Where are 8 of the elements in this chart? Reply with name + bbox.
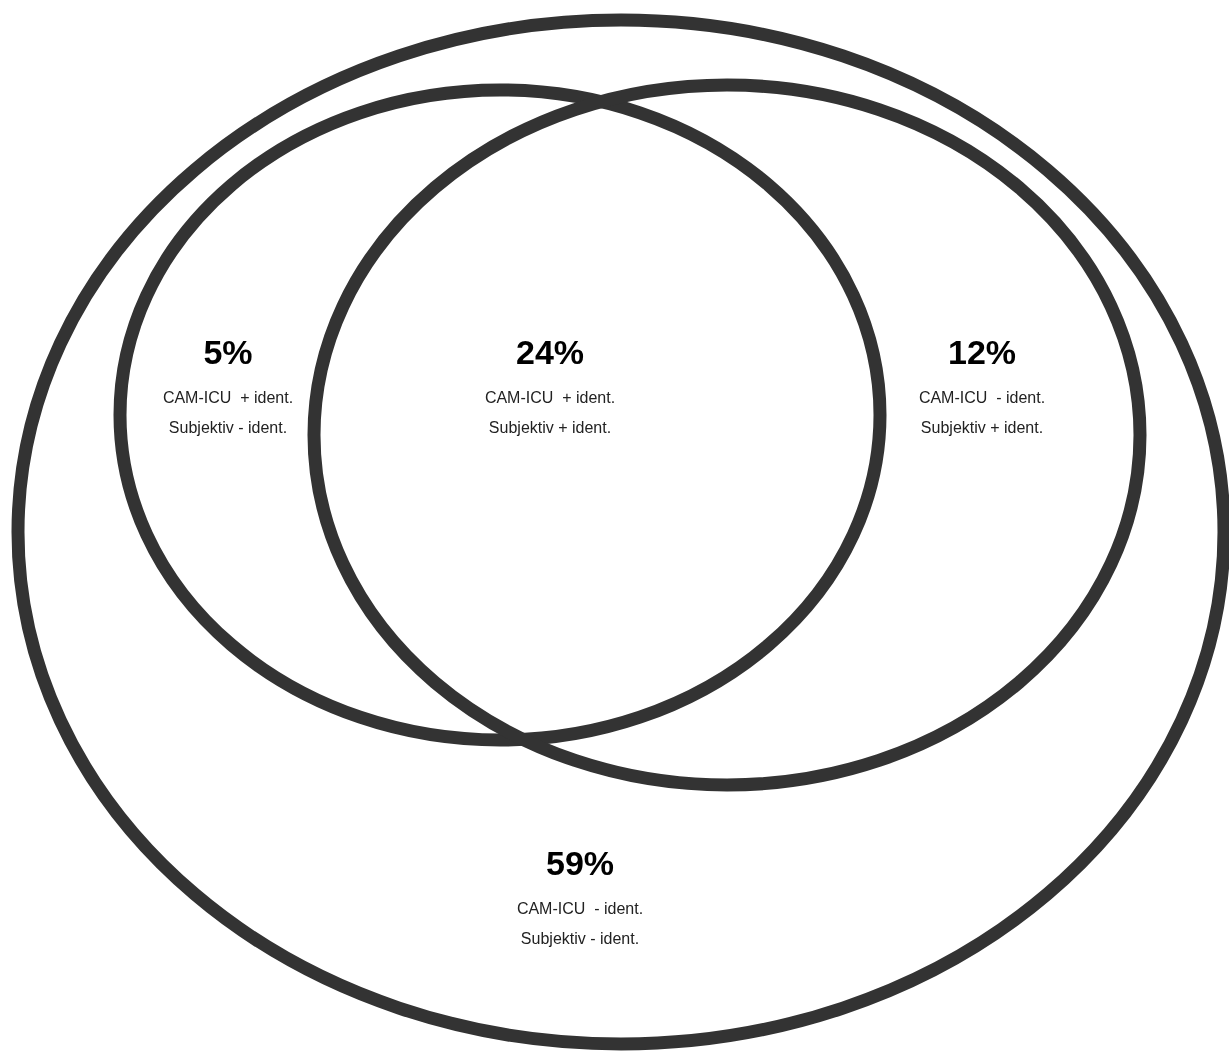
- data-label: 12%: [947, 333, 1017, 371]
- category-label: CAM-ICU - ident. Subjektiv + ident.: [918, 388, 1046, 436]
- category-label: CAM-ICU + ident. Subjektiv - ident.: [162, 388, 294, 436]
- category-label: CAM-ICU + ident. Subjektiv + ident.: [484, 388, 616, 436]
- category-label: CAM-ICU - ident. Subjektiv - ident.: [516, 899, 644, 947]
- data-label: 59%: [545, 844, 615, 882]
- data-label: 24%: [515, 333, 585, 371]
- data-label: 5%: [203, 333, 253, 371]
